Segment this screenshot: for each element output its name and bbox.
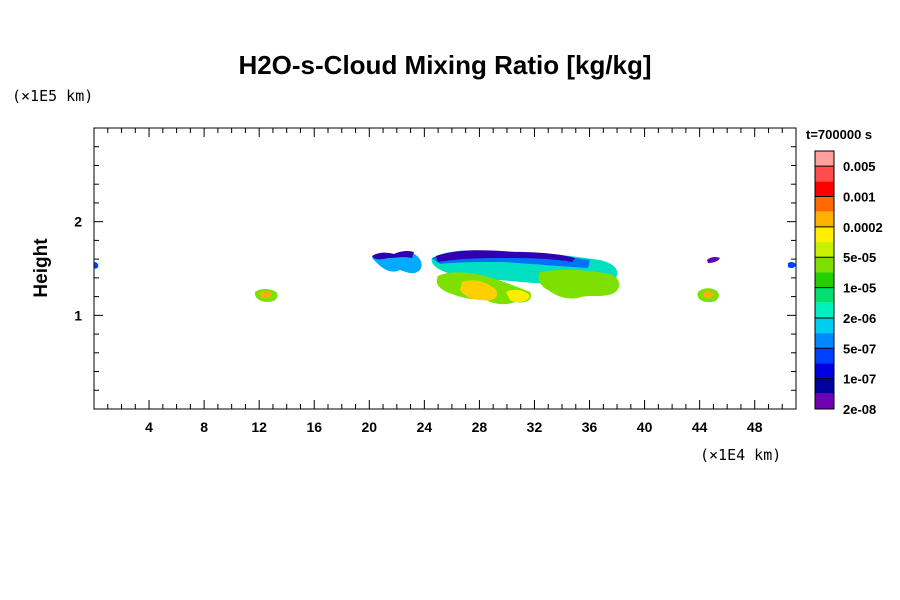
x-axis: 4 8 12 16 20 24 28 32 36 40 44 48: [107, 128, 783, 435]
x-tick-label: 4: [145, 419, 153, 435]
cloud-patch: [703, 291, 714, 298]
colorbar-label: 5e-07: [843, 341, 876, 356]
x-tick-label: 40: [637, 419, 653, 435]
cloud-patch: [372, 250, 414, 260]
colorbar-label: 0.001: [843, 190, 876, 205]
colorbar-swatch: [815, 363, 834, 379]
x-tick-label: 36: [582, 419, 598, 435]
colorbar-label: 2e-06: [843, 311, 876, 326]
colorbar-swatch: [815, 242, 834, 258]
colorbar-swatch: [815, 333, 834, 349]
colorbar-label: 0.005: [843, 159, 876, 174]
colorbar-swatch: [815, 287, 834, 303]
colorbar-swatch: [815, 196, 834, 212]
cloud-patch: [94, 262, 99, 269]
colorbar-swatch: [815, 211, 834, 227]
colorbar-swatch: [815, 272, 834, 288]
cloud-field: [94, 250, 796, 305]
y-axis-unit: (×1E5 km): [12, 87, 93, 105]
colorbar-label: 0.0002: [843, 220, 883, 235]
cloud-patch: [436, 250, 575, 262]
colorbar-swatch: [815, 226, 834, 243]
colorbar-label: 1e-07: [843, 372, 876, 387]
x-tick-label: 48: [747, 419, 763, 435]
colorbar-swatch: [815, 181, 834, 197]
colorbar-swatch: [815, 257, 834, 273]
colorbar-swatch: [815, 166, 834, 182]
colorbar-swatch: [815, 302, 834, 318]
x-tick-label: 44: [692, 419, 708, 435]
cloud-patch: [460, 280, 498, 301]
colorbar-label: 1e-05: [843, 281, 876, 296]
colorbar-label: 5e-05: [843, 250, 876, 265]
cloud-patch: [788, 261, 796, 269]
x-tick-label: 32: [527, 419, 543, 435]
cloud-patch: [506, 289, 530, 303]
x-tick-label: 12: [251, 419, 267, 435]
x-tick-label: 16: [306, 419, 322, 435]
colorbar-swatch: [815, 348, 834, 364]
x-axis-unit: (×1E4 km): [700, 446, 781, 464]
y-tick-label: 1: [74, 307, 82, 323]
chart-title: H2O-s-Cloud Mixing Ratio [kg/kg]: [238, 50, 651, 80]
colorbar-swatch: [815, 378, 834, 394]
cloud-patch: [260, 291, 272, 298]
x-tick-label: 28: [472, 419, 488, 435]
colorbar-swatch: [815, 393, 834, 409]
y-axis-label: Height: [31, 238, 52, 298]
y-axis: 12: [74, 146, 796, 391]
time-label: t=700000 s: [806, 127, 872, 142]
x-tick-label: 20: [362, 419, 378, 435]
x-tick-label: 24: [417, 419, 433, 435]
colorbar: 0.005 0.001 0.0002 5e-05 1e-05 2e-06 5e-07 1e-0…: [814, 150, 883, 417]
cloud-patch: [707, 256, 720, 263]
x-tick-label: 8: [200, 419, 208, 435]
colorbar-label: 2e-08: [843, 402, 876, 417]
y-tick-label: 2: [74, 214, 82, 230]
plot-frame: [93, 127, 797, 410]
cloud-patch: [538, 269, 620, 299]
colorbar-swatch: [815, 317, 834, 334]
colorbar-swatch: [815, 151, 834, 167]
